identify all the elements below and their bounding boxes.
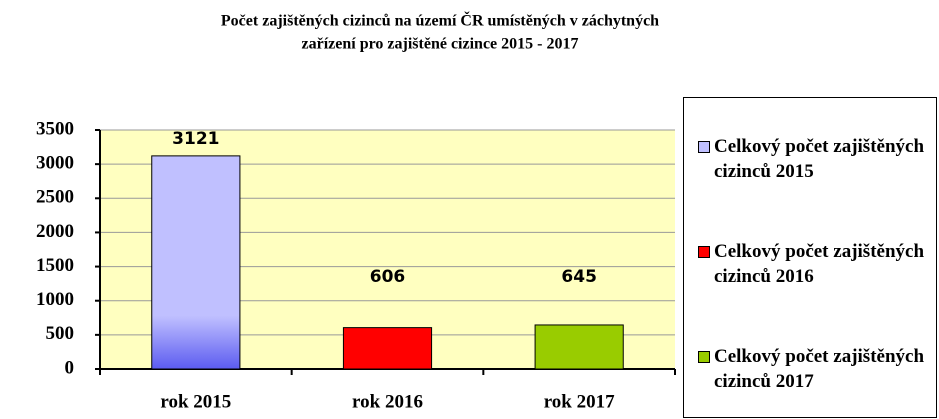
- data-label: 3121: [172, 129, 219, 149]
- legend-label: Celkový počet zajištěných cizinců 2017: [714, 346, 925, 392]
- y-tick-label: 2000: [36, 221, 74, 242]
- chart-title: Počet zajištěných cizinců na území ČR um…: [221, 11, 659, 30]
- x-tick-label: rok 2017: [544, 391, 615, 412]
- x-tick-label: rok 2015: [160, 391, 231, 412]
- data-label: 645: [561, 267, 597, 287]
- legend-entry: Celkový počet zajištěných cizinců 2016: [698, 239, 933, 289]
- bar: [342, 327, 433, 370]
- x-tick-label: rok 2016: [352, 391, 423, 412]
- legend-swatch: [698, 141, 710, 153]
- legend-label: Celkový počet zajištěných cizinců 2016: [714, 241, 925, 287]
- y-tick-label: 2500: [36, 187, 74, 208]
- y-tick-label: 1500: [36, 255, 74, 276]
- legend-label: Celkový počet zajištěných cizinců 2015: [714, 136, 925, 182]
- data-label: 606: [370, 267, 406, 287]
- legend-entry: Celkový počet zajištěných cizinců 2015: [698, 134, 933, 184]
- y-tick-label: 500: [46, 323, 75, 344]
- y-tick-label: 3000: [36, 153, 74, 174]
- legend-swatch: [698, 246, 710, 258]
- legend-entry: Celkový počet zajištěných cizinců 2017: [698, 344, 933, 394]
- legend-swatch: [698, 351, 710, 363]
- y-tick-label: 3500: [36, 118, 74, 139]
- bar: [151, 155, 241, 370]
- y-tick-label: 1000: [36, 289, 74, 310]
- bar: [534, 324, 624, 370]
- legend: Celkový počet zajištěných cizinců 2015 Ce…: [683, 97, 937, 418]
- y-tick-label: 0: [65, 357, 75, 378]
- chart-title: zařízení pro zajištěné cizince 2015 - 20…: [302, 36, 579, 53]
